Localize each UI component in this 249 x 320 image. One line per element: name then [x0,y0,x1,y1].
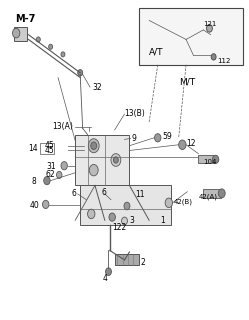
Text: 3: 3 [129,216,134,225]
Text: A/T: A/T [149,48,164,57]
Circle shape [165,198,173,208]
Circle shape [89,164,98,176]
Circle shape [78,69,83,76]
Text: 40: 40 [30,201,40,210]
Text: 121: 121 [203,21,216,27]
Circle shape [206,25,212,32]
Circle shape [61,52,65,57]
Circle shape [88,139,99,153]
Circle shape [91,142,97,149]
Text: 4: 4 [102,274,107,283]
Circle shape [88,209,95,219]
Circle shape [49,44,53,49]
Circle shape [44,177,50,185]
Circle shape [122,217,127,225]
Text: 12: 12 [187,139,196,148]
Circle shape [212,155,219,164]
Text: 122: 122 [113,223,127,232]
Text: 6: 6 [101,188,106,197]
Circle shape [43,200,49,209]
Circle shape [155,134,161,142]
Text: 9: 9 [131,134,136,143]
Text: M-7: M-7 [15,14,35,24]
Text: 11: 11 [135,190,145,199]
Text: 13(B): 13(B) [124,108,145,117]
Bar [80,185,171,225]
Circle shape [114,157,118,163]
Text: 104: 104 [203,159,216,165]
Text: 62: 62 [46,171,56,180]
Text: 45: 45 [45,146,54,155]
Circle shape [111,154,121,166]
Bar [40,142,54,154]
Text: 8: 8 [31,177,36,186]
Text: 2: 2 [140,258,145,267]
Circle shape [109,213,115,221]
Text: 45: 45 [45,141,54,150]
Bar [115,253,139,265]
Circle shape [106,268,112,276]
Text: 42(B): 42(B) [174,199,193,205]
Bar [75,135,129,185]
Text: 31: 31 [46,163,56,172]
Text: 112: 112 [217,58,230,64]
Text: 32: 32 [92,83,102,92]
Circle shape [36,37,40,42]
Circle shape [124,202,130,210]
Text: 6: 6 [72,189,76,198]
Bar [14,27,27,41]
Circle shape [57,172,62,178]
Circle shape [211,54,216,60]
Bar [139,8,243,65]
Text: 13(A): 13(A) [53,122,73,131]
Bar [198,155,214,163]
Circle shape [179,140,186,149]
Text: 42(A): 42(A) [199,194,218,200]
Circle shape [61,162,67,170]
Text: 1: 1 [160,216,165,225]
Bar [203,188,221,198]
Text: M/T: M/T [179,78,195,87]
Circle shape [218,189,225,198]
Text: 59: 59 [162,132,172,141]
Circle shape [12,28,20,38]
Text: 14: 14 [28,144,38,153]
